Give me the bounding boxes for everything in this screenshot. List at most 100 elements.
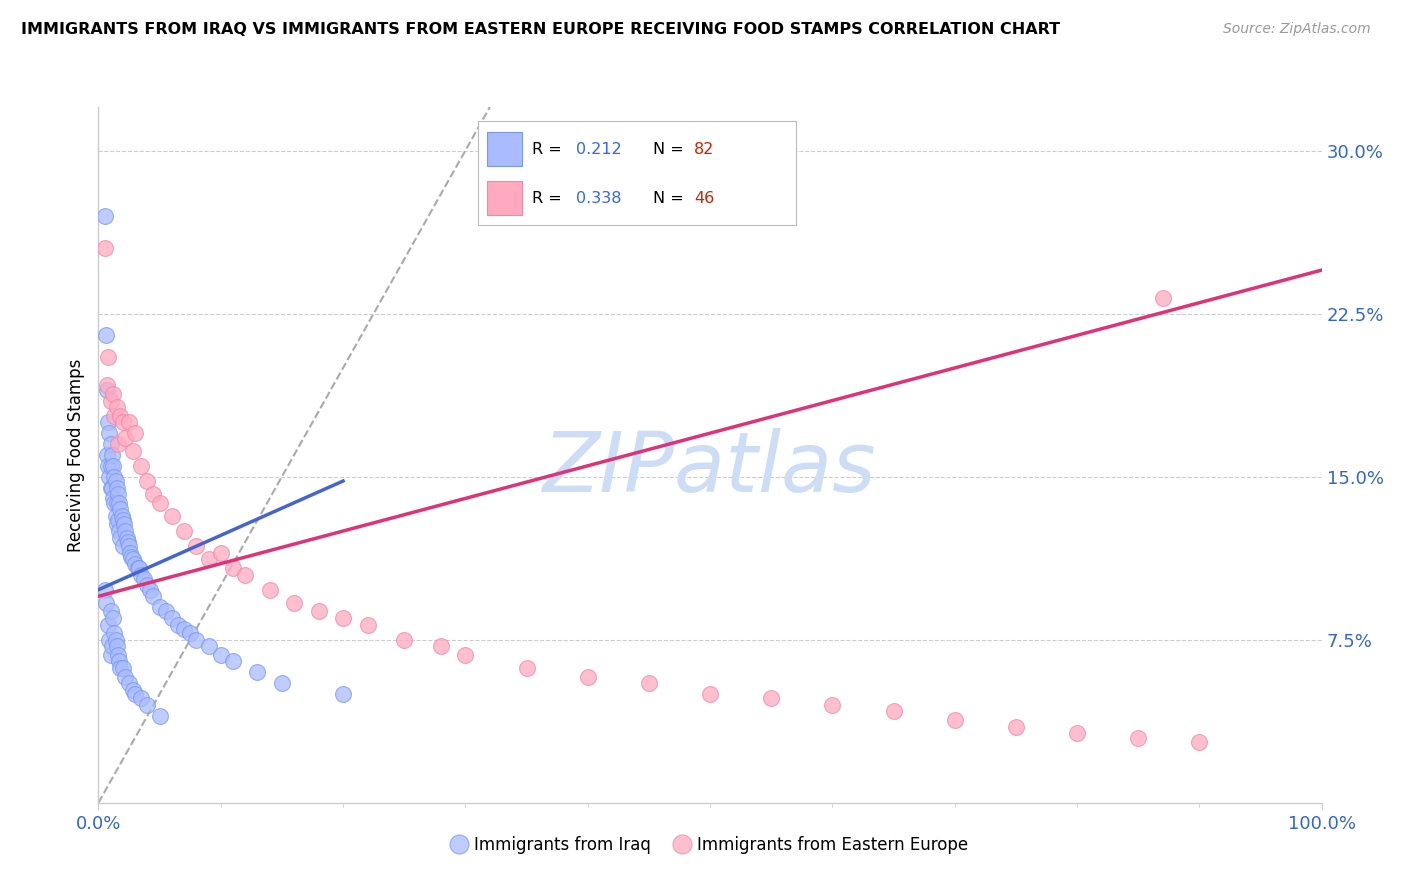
Point [108, 496, 131, 510]
Point [270, 676, 294, 690]
Point [111, 415, 134, 429]
Point [105, 496, 128, 510]
Point [98, 426, 121, 441]
Point [108, 655, 131, 669]
Point [97, 350, 120, 364]
Point [129, 458, 152, 473]
Point [101, 387, 124, 401]
Point [105, 639, 128, 653]
Point [139, 582, 162, 597]
Point [308, 605, 330, 619]
Point [943, 713, 966, 727]
Point [132, 572, 155, 586]
Point [100, 458, 122, 473]
Point [356, 617, 378, 632]
Point [111, 513, 134, 527]
Point [155, 605, 177, 619]
Point [118, 415, 141, 429]
Point [94, 596, 117, 610]
Point [105, 481, 128, 495]
Text: IMMIGRANTS FROM IRAQ VS IMMIGRANTS FROM EASTERN EUROPE RECEIVING FOOD STAMPS COR: IMMIGRANTS FROM IRAQ VS IMMIGRANTS FROM … [21, 22, 1060, 37]
Point [103, 409, 125, 423]
Point [105, 400, 128, 414]
Point [98, 469, 121, 483]
Point [114, 670, 136, 684]
Point [118, 539, 141, 553]
Point [104, 632, 127, 647]
Point [173, 524, 195, 538]
Point [173, 622, 195, 636]
Point [100, 648, 122, 662]
Point [115, 531, 138, 545]
Point [430, 639, 453, 653]
Point [197, 639, 219, 653]
Text: ZIPatlas: ZIPatlas [543, 428, 877, 509]
Point [392, 632, 416, 647]
Point [98, 632, 121, 647]
Point [179, 626, 201, 640]
Point [1066, 726, 1088, 740]
Point [101, 458, 124, 473]
Point [120, 550, 142, 565]
Point [107, 513, 129, 527]
Point [108, 524, 131, 538]
Point [101, 611, 124, 625]
Point [97, 458, 120, 473]
Point [101, 639, 124, 653]
Point [142, 589, 165, 603]
Point [107, 648, 129, 662]
Point [93, 209, 115, 223]
Point [100, 481, 122, 495]
Point [121, 682, 143, 697]
Point [93, 241, 115, 255]
Point [114, 524, 136, 538]
Point [96, 448, 118, 462]
Point [117, 535, 139, 549]
Point [118, 676, 141, 690]
Point [96, 383, 118, 397]
Point [97, 415, 120, 429]
Point [103, 469, 125, 483]
Point [110, 531, 132, 545]
Point [186, 539, 208, 553]
Point [120, 546, 142, 560]
Point [127, 561, 149, 575]
Point [1188, 735, 1211, 749]
Point [104, 474, 127, 488]
Point [110, 409, 132, 423]
Point [246, 665, 269, 680]
Point [761, 691, 783, 706]
Point [100, 437, 122, 451]
Point [124, 426, 146, 441]
Point [100, 393, 122, 408]
Point [233, 567, 256, 582]
Point [128, 561, 150, 575]
Point [94, 328, 117, 343]
Point [209, 648, 232, 662]
Point [101, 491, 124, 506]
Point [821, 698, 844, 712]
Point [100, 605, 122, 619]
Point [105, 517, 128, 532]
Point [332, 611, 354, 625]
Point [96, 378, 118, 392]
Point [124, 557, 146, 571]
Point [149, 708, 172, 723]
Point [160, 508, 183, 523]
Point [1004, 720, 1026, 734]
Point [142, 487, 165, 501]
Point [110, 661, 132, 675]
Point [515, 661, 537, 675]
Point [283, 596, 305, 610]
Point [576, 670, 599, 684]
Point [101, 448, 124, 462]
Point [129, 567, 152, 582]
Point [209, 546, 232, 560]
Point [454, 648, 477, 662]
Point [149, 496, 172, 510]
Text: Source: ZipAtlas.com: Source: ZipAtlas.com [1223, 22, 1371, 37]
Point [637, 676, 661, 690]
Point [121, 443, 143, 458]
Y-axis label: Receiving Food Stamps: Receiving Food Stamps [66, 359, 84, 551]
Point [167, 617, 190, 632]
